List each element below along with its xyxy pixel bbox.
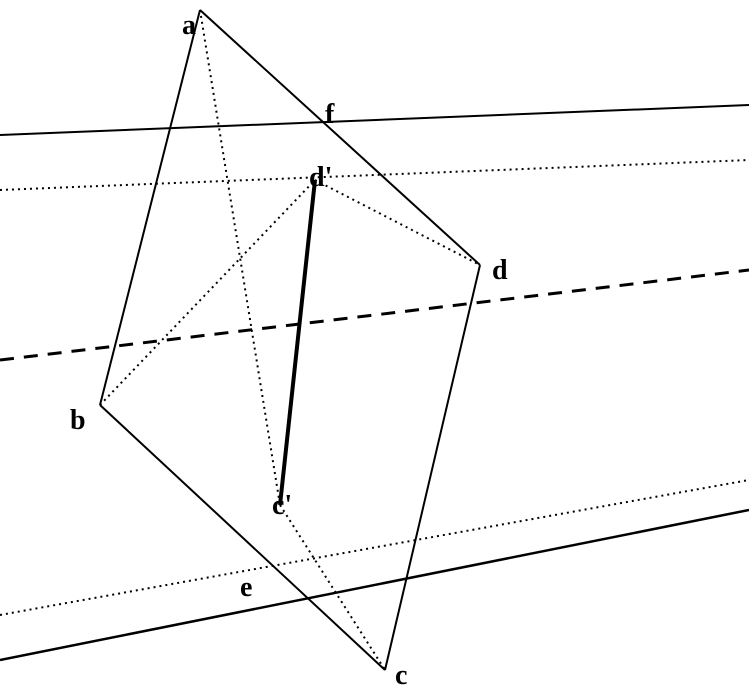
point-label-c: c xyxy=(395,660,407,692)
point-label-e: e xyxy=(240,572,252,604)
point-label-b: b xyxy=(70,405,86,437)
geometric-diagram xyxy=(0,0,749,686)
point-label-f: f xyxy=(325,99,334,131)
point-label-a: a xyxy=(182,10,196,42)
point-label-d-prime: d' xyxy=(309,162,332,194)
point-label-c-prime: c' xyxy=(272,490,292,522)
point-label-d: d xyxy=(492,255,508,287)
